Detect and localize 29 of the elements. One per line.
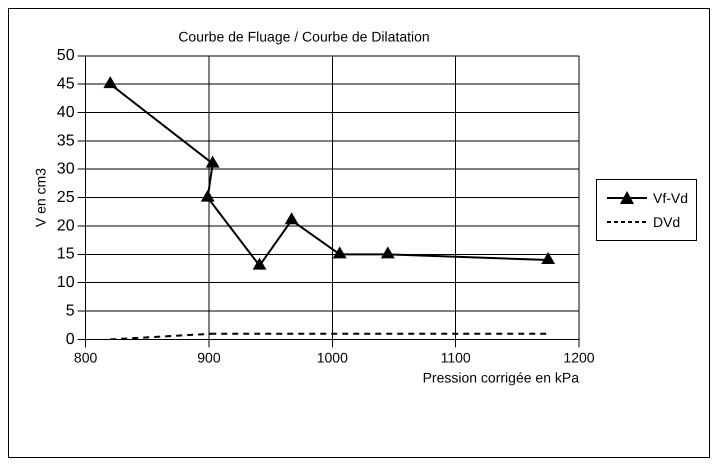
y-tick-label: 5: [66, 302, 75, 320]
y-tick-label: 40: [56, 104, 75, 121]
y-tick-label: 0: [66, 330, 75, 348]
chart-title: Courbe de Fluage / Courbe de Dilatation: [178, 28, 430, 44]
point: [285, 212, 298, 224]
point: [201, 190, 214, 202]
legend-label: DVd: [652, 214, 680, 230]
x-tick-label: 800: [74, 350, 98, 366]
y-tick-label: 45: [56, 76, 75, 93]
x-tick-label: 1000: [316, 350, 348, 366]
point: [381, 246, 394, 258]
x-tick-label: 1100: [440, 350, 471, 366]
y-tick-label: 50: [56, 47, 75, 64]
legend-label: Vf-Vd: [652, 190, 688, 206]
y-tick-label: 25: [56, 189, 75, 206]
y-tick-label: 20: [56, 217, 75, 234]
x-axis-title: Pression corrigée en kPa: [422, 369, 580, 386]
x-tick-label: 900: [197, 350, 221, 366]
point: [104, 76, 117, 88]
y-tick-label: 10: [56, 274, 75, 292]
y-tick-label: 35: [56, 132, 75, 150]
y-tick-label: 15: [56, 246, 75, 263]
point: [206, 156, 220, 168]
point: [542, 252, 555, 264]
point: [333, 246, 346, 258]
y-tick-label: 30: [56, 160, 75, 178]
point: [252, 258, 266, 270]
x-tick-label: 1200: [563, 350, 595, 366]
y-axis-title: V en cm3: [32, 168, 48, 228]
